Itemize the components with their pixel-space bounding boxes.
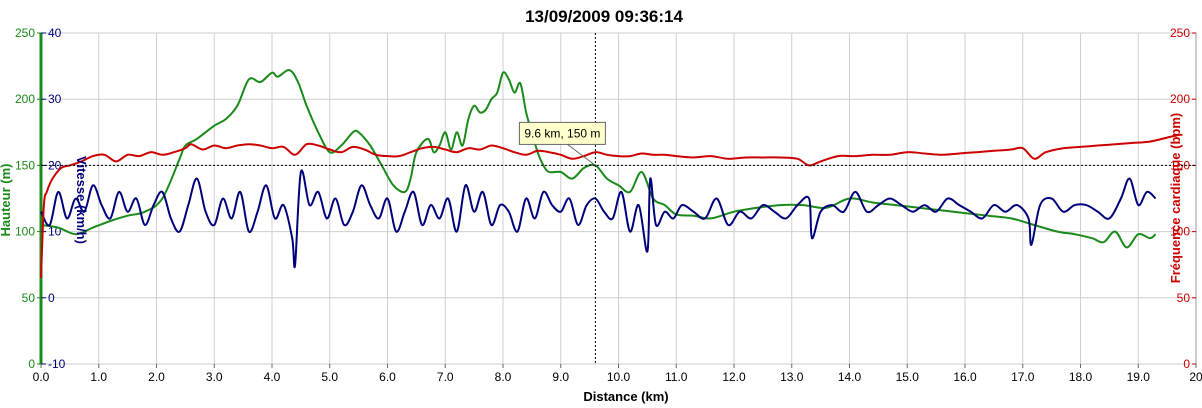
x-tick-label: 17.0: [1011, 370, 1035, 384]
series-line-frequence: [40, 133, 1179, 278]
x-tick-label: 13.0: [780, 370, 804, 384]
y-tick-label-hauteur: 50: [22, 291, 36, 305]
y-tick-label-vitesse: 30: [48, 92, 62, 106]
y-axis-label-frequence: Fréquence cardiaque (bpm): [1168, 113, 1183, 283]
series-layer: [40, 69, 1179, 278]
y-tick-label-frequence: 100: [1170, 225, 1190, 239]
x-tick-label: 2.0: [148, 370, 165, 384]
x-tick-label: 1.0: [90, 370, 107, 384]
y-axis-label-vitesse: Vitesse (km/h): [74, 156, 89, 244]
y-tick-label-vitesse: 40: [48, 26, 62, 40]
x-tick-label: 11.0: [665, 370, 688, 384]
x-tick-label: 8.0: [495, 370, 512, 384]
axes: 0.0 1.0 2.0 3.0 4.0 5.0 6.0 7.0 8.0 9.0 10.0 11.0 12…: [15, 26, 1202, 384]
tooltip-box: [518, 121, 606, 145]
x-tick-label: 9.0: [552, 370, 569, 384]
x-tick-label: 18.0: [1069, 370, 1093, 384]
y-tick-label-hauteur: 150: [15, 158, 35, 172]
x-tick-label: 3.0: [206, 370, 223, 384]
series-line-hauteur: [40, 69, 1157, 249]
chart-title: 13/09/2009 09:36:14: [525, 7, 683, 26]
x-tick-label: 6.0: [379, 370, 396, 384]
x-tick-label: 0.0: [33, 370, 50, 384]
y-tick-label-vitesse: -10: [48, 357, 66, 371]
y-tick-label-frequence: 0: [1183, 357, 1190, 371]
x-tick-label: 10.0: [607, 370, 631, 384]
y-tick-label-frequence: 250: [1170, 26, 1190, 40]
x-tick-label: 7.0: [437, 370, 454, 384]
x-tick-label: 14.0: [838, 370, 862, 384]
x-axis-label: Distance (km): [583, 389, 668, 404]
tooltip-label: 9.6 km, 150 m: [524, 126, 600, 140]
y-tick-label-vitesse: 0: [48, 291, 55, 305]
x-tick-label: 16.0: [953, 370, 977, 384]
x-tick-label: 12.0: [722, 370, 746, 384]
x-tick-label: 20: [1189, 370, 1202, 384]
x-tick-label: 5.0: [321, 370, 338, 384]
y-axis-label-hauteur: Hauteur (m): [0, 164, 13, 237]
crosshair: 9.6 km, 150 m: [41, 33, 1196, 364]
y-tick-label-hauteur: 100: [15, 225, 35, 239]
x-tick-label: 4.0: [264, 370, 281, 384]
y-tick-label-hauteur: 250: [15, 26, 35, 40]
y-tick-label-hauteur: 200: [15, 92, 35, 106]
x-tick-label: 15.0: [896, 370, 920, 384]
y-tick-label-frequence: 150: [1170, 158, 1190, 172]
series-line-vitesse: [40, 169, 1157, 269]
x-tick-label: 19.0: [1127, 370, 1151, 384]
tooltip-pointer: [567, 143, 596, 166]
y-tick-label-frequence: 50: [1177, 291, 1191, 305]
y-tick-label-frequence: 200: [1170, 92, 1190, 106]
y-tick-label-hauteur: 0: [28, 357, 35, 371]
